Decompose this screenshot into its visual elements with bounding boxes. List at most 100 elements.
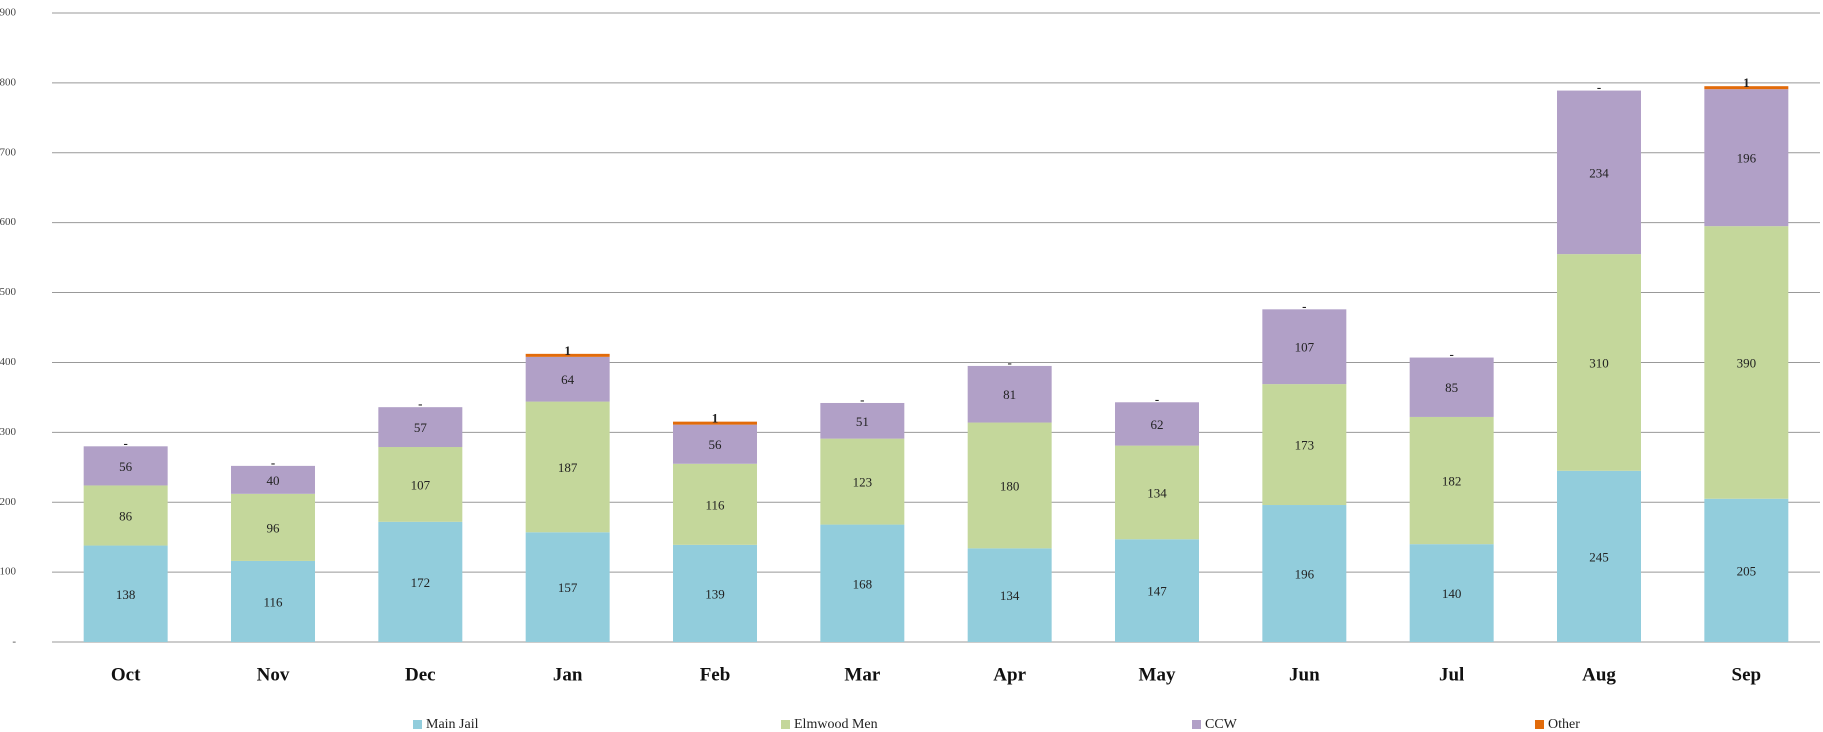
data-label: 62 (1151, 417, 1164, 432)
bar-segment (967, 422, 1052, 549)
data-label: - (418, 396, 422, 411)
data-label: 40 (267, 473, 280, 488)
x-tick-label: May (1139, 664, 1176, 685)
bar-segment (820, 438, 905, 525)
data-label: 107 (1295, 340, 1315, 355)
legend-label: CCW (1205, 717, 1238, 732)
x-tick-label: Aug (1582, 664, 1616, 685)
data-label: - (1007, 355, 1011, 370)
data-label: 123 (853, 475, 873, 490)
y-tick-label: 600 (0, 216, 17, 228)
bar-segment (967, 365, 1052, 423)
data-label: 138 (116, 587, 136, 602)
bar-segment (525, 532, 610, 642)
bar-segment (673, 544, 757, 642)
data-label: 147 (1147, 584, 1167, 599)
legend-swatch (1535, 720, 1544, 729)
bar-segment (1557, 90, 1641, 255)
y-tick-label: 300 (0, 426, 17, 438)
bar-segment (1115, 402, 1199, 446)
bar-segment (525, 353, 610, 357)
data-label: 205 (1737, 563, 1757, 578)
bar-segment (1409, 357, 1494, 417)
legend-swatch (1192, 720, 1201, 729)
data-label: 1 (564, 343, 571, 358)
x-tick-label: Feb (700, 664, 731, 685)
x-tick-label: Jul (1439, 664, 1464, 685)
x-tick-label: Jan (553, 664, 583, 685)
data-label: 107 (411, 477, 431, 492)
data-label: 139 (705, 586, 725, 601)
bar-segment (378, 407, 463, 448)
bar-segment (83, 446, 168, 486)
x-tick-label: Apr (993, 664, 1026, 685)
data-label: - (1597, 80, 1601, 95)
bar-segment (231, 465, 315, 494)
data-label: 85 (1445, 380, 1458, 395)
bar-segment (1115, 539, 1199, 642)
x-tick-label: Dec (405, 664, 436, 685)
data-label: 57 (414, 420, 428, 435)
bar-segment (1557, 470, 1641, 642)
legend-label: Other (1548, 717, 1580, 732)
bar-segment (1557, 254, 1641, 471)
data-label: - (271, 455, 275, 470)
data-label: 196 (1737, 151, 1757, 166)
x-tick-label: Mar (844, 664, 880, 685)
bar-segment (1409, 544, 1494, 642)
y-tick-label: 900 (0, 7, 17, 19)
bar-segment (525, 401, 610, 533)
legend-swatch (781, 720, 790, 729)
x-tick-label: Sep (1732, 664, 1762, 685)
bar-segment (378, 521, 463, 642)
data-label: 180 (1000, 478, 1020, 493)
bar-segment (820, 402, 905, 439)
bar-segment (1409, 416, 1494, 545)
data-label: 116 (263, 594, 283, 609)
data-label: 173 (1295, 438, 1315, 453)
x-tick-label: Nov (257, 664, 290, 685)
data-label: - (1155, 391, 1159, 406)
bar-segment (1262, 505, 1347, 642)
bar-segment (967, 548, 1052, 642)
legend-label: Main Jail (426, 717, 479, 732)
data-label: - (860, 392, 864, 407)
y-tick-label: 400 (0, 356, 17, 368)
data-label: 196 (1295, 566, 1315, 581)
data-label: 1 (1743, 75, 1750, 90)
x-tick-label: Jun (1289, 664, 1320, 685)
y-tick-label: 700 (0, 146, 17, 158)
bar-segment (231, 560, 315, 642)
bar-segment (378, 447, 463, 522)
data-label: 81 (1003, 387, 1016, 402)
bar-segment (820, 524, 905, 642)
bar-segment (525, 356, 610, 402)
data-label: - (1449, 347, 1453, 362)
data-label: 157 (558, 580, 578, 595)
data-label: 182 (1442, 474, 1462, 489)
y-tick-label: 200 (0, 496, 17, 508)
bar-segment (1115, 445, 1199, 540)
bar-segment (231, 493, 315, 561)
y-tick-label: 500 (0, 286, 17, 298)
bar-segment (83, 485, 168, 546)
data-label: 172 (411, 575, 431, 590)
y-tick-label: 100 (0, 566, 17, 578)
data-label: 64 (561, 372, 575, 387)
bar-segment (673, 424, 757, 464)
legend-swatch (413, 720, 422, 729)
bar-segment (1704, 226, 1789, 499)
data-label: 86 (119, 508, 133, 523)
y-tick-label: - (12, 636, 16, 648)
data-label: 96 (267, 520, 281, 535)
data-label: 134 (1000, 588, 1020, 603)
data-label: 56 (709, 437, 723, 452)
data-label: 116 (705, 497, 725, 512)
data-label: 51 (856, 414, 869, 429)
bar-segment (1704, 89, 1789, 227)
legend-label: Elmwood Men (794, 717, 878, 732)
data-label: 134 (1147, 485, 1167, 500)
data-label: 187 (558, 460, 578, 475)
data-label: - (123, 435, 127, 450)
